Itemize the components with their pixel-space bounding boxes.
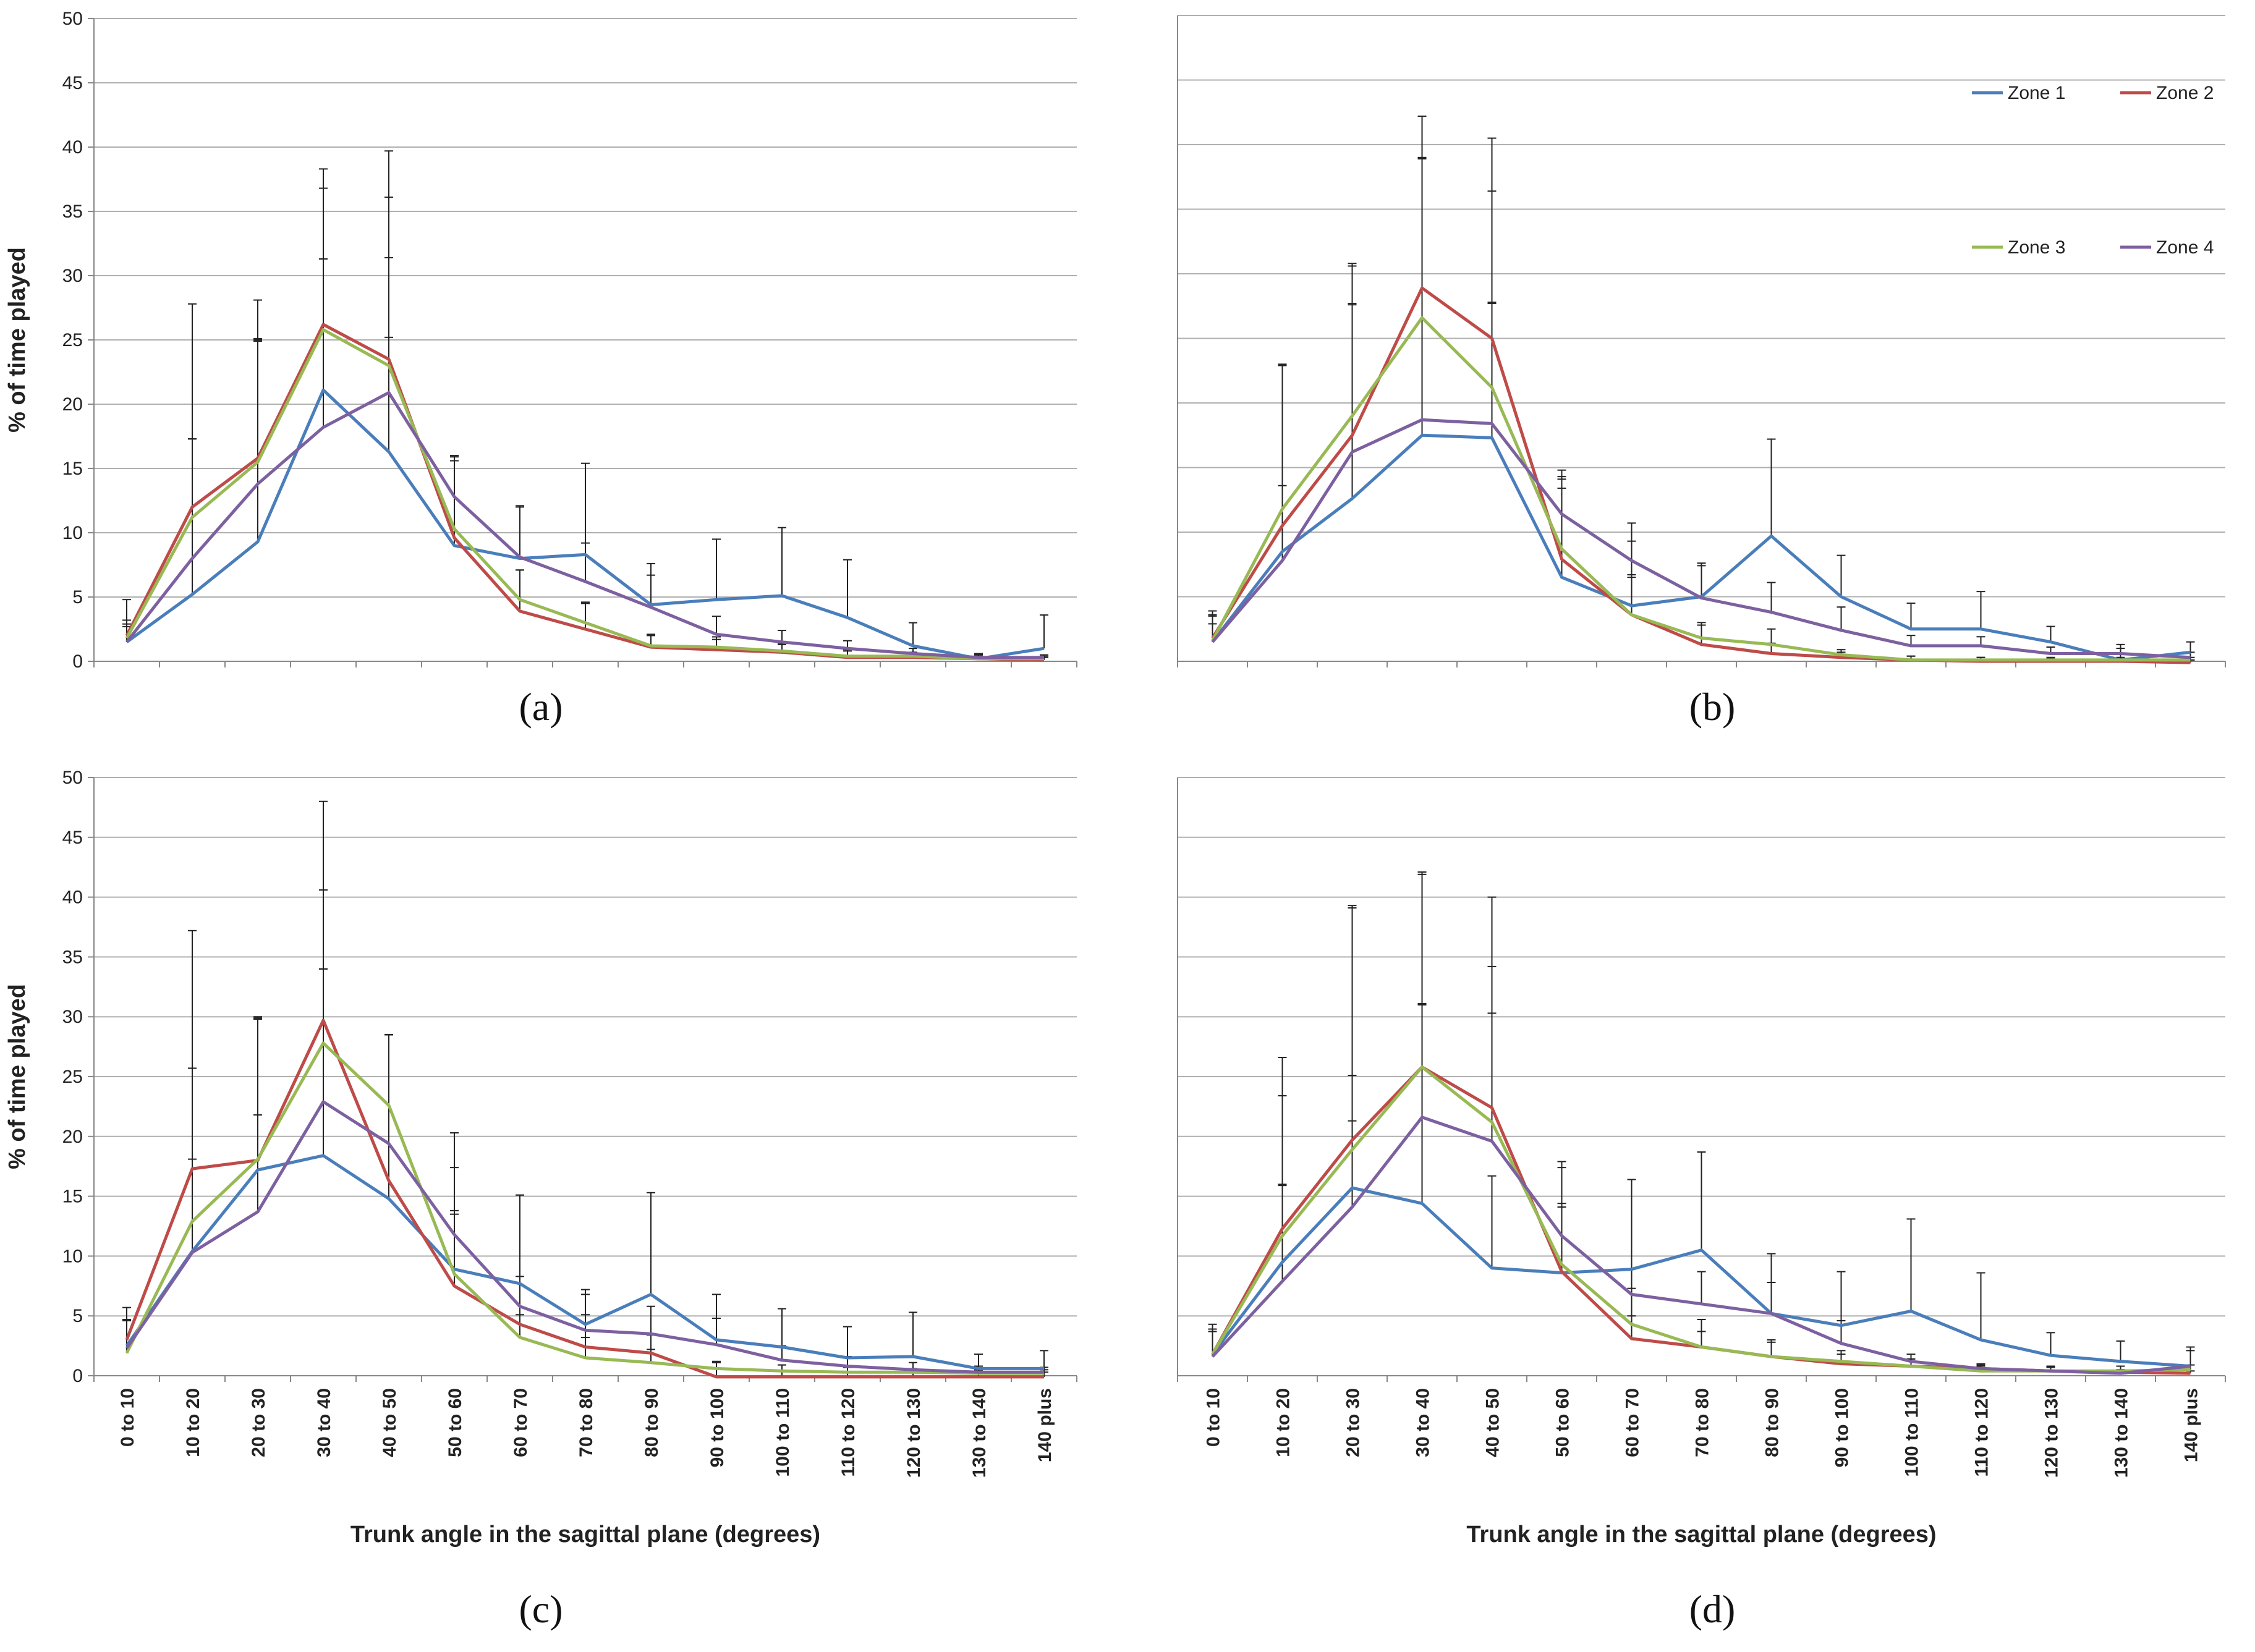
- y-tick-label: 10: [62, 523, 83, 543]
- x-tick-label: 20 to 30: [1343, 1388, 1364, 1457]
- x-tick-label: 100 to 110: [1902, 1388, 1922, 1476]
- x-tick-label: 10 to 20: [183, 1388, 203, 1457]
- series-line-zone-4: [125, 1100, 1044, 1374]
- legend-label: Zone 3: [2008, 237, 2065, 258]
- panel-label: (d): [1689, 1587, 1736, 1631]
- y-tick-label: 25: [62, 1067, 83, 1087]
- x-tick-label: 60 to 70: [1623, 1388, 1643, 1457]
- x-tick-label: 80 to 90: [1762, 1388, 1783, 1457]
- x-tick-label: 50 to 60: [445, 1388, 465, 1457]
- panel-c: 0 5 10 15 20 25 30 35 40 45 50 0 to 10 10 to 20 20 to…: [4, 768, 1077, 1631]
- y-tick-label: 5: [72, 587, 83, 608]
- x-tick-label: 10 to 20: [1273, 1388, 1294, 1457]
- x-tick-label: 0 to 10: [117, 1388, 138, 1447]
- y-tick-label: 10: [62, 1246, 83, 1266]
- y-tick-label: 35: [62, 201, 83, 222]
- x-tick-label: 130 to 140: [2112, 1388, 2132, 1478]
- x-tick-label: 0 to 10: [1204, 1388, 1224, 1447]
- panel-a: 0 5 10 15 20 25 30 35 40 45 50 % of time played (a): [4, 9, 1077, 729]
- y-axis-title: % of time played: [4, 247, 30, 433]
- legend-label: Zone 1: [2008, 83, 2065, 103]
- y-axis-title: % of time played: [4, 984, 30, 1169]
- x-tick-label: 140 plus: [1035, 1388, 1055, 1462]
- y-tick-label: 40: [62, 887, 83, 908]
- x-tick-label: 120 to 130: [2042, 1388, 2062, 1478]
- series-line-zone-3: [1211, 316, 2191, 662]
- x-tick-label: 140 plus: [2181, 1388, 2202, 1462]
- y-tick-label: 50: [62, 768, 83, 788]
- y-tick-label: 30: [62, 266, 83, 286]
- x-tick-label: 110 to 120: [838, 1388, 859, 1476]
- panel-label: (c): [519, 1587, 563, 1631]
- x-tick-label: 90 to 100: [1832, 1388, 1853, 1467]
- x-tick-label: 30 to 40: [1413, 1388, 1433, 1457]
- series-line-zone-4: [1211, 1116, 2191, 1375]
- y-tick-label: 30: [62, 1007, 83, 1027]
- y-tick-label: 0: [72, 1366, 83, 1386]
- x-tick-label: 70 to 80: [1692, 1388, 1713, 1457]
- panel-label: (b): [1689, 685, 1736, 729]
- x-tick-label: 80 to 90: [642, 1388, 662, 1457]
- y-tick-label: 20: [62, 394, 83, 415]
- legend: Zone 1 Zone 2 Zone 3 Zone 4: [1972, 83, 2214, 258]
- legend-label: Zone 4: [2156, 237, 2214, 258]
- y-tick-label: 50: [62, 9, 83, 29]
- series-line-zone-4: [1211, 418, 2191, 659]
- x-tick-label: 40 to 50: [1483, 1388, 1503, 1457]
- series-line-zone-2: [125, 1019, 1044, 1379]
- x-tick-label: 120 to 130: [904, 1388, 924, 1478]
- series-line-zone-3: [125, 1041, 1044, 1375]
- x-tick-label: 50 to 60: [1553, 1388, 1573, 1457]
- panel-label: (a): [519, 685, 563, 729]
- x-tick-label: 30 to 40: [314, 1388, 334, 1457]
- y-tick-label: 5: [72, 1306, 83, 1326]
- x-tick-label: 130 to 140: [969, 1388, 990, 1478]
- x-tick-label: 90 to 100: [707, 1388, 728, 1467]
- y-tick-label: 35: [62, 947, 83, 967]
- series-line-zone-1: [125, 388, 1045, 661]
- y-tick-label: 15: [62, 1187, 83, 1207]
- x-tick-label: 40 to 50: [380, 1388, 400, 1457]
- series-line-zone-1: [1211, 1186, 2191, 1368]
- y-tick-label: 40: [62, 137, 83, 158]
- panel-b: (b) Zone 1 Zone 2 Zone 3 Zone 4: [1177, 15, 2226, 729]
- x-tick-label: 100 to 110: [773, 1388, 793, 1476]
- x-axis-title: Trunk angle in the sagittal plane (degre…: [1466, 1522, 1936, 1548]
- panel-d: 0 to 10 10 to 20 20 to 30 30 to 40 40 to 50 5…: [1177, 777, 2226, 1631]
- x-tick-label: 70 to 80: [576, 1388, 597, 1457]
- series-line-zone-3: [125, 328, 1044, 661]
- y-tick-label: 45: [62, 828, 83, 848]
- y-tick-label: 0: [72, 651, 83, 672]
- x-axis-title: Trunk angle in the sagittal plane (degre…: [350, 1522, 820, 1548]
- y-tick-label: 20: [62, 1127, 83, 1147]
- x-tick-label: 60 to 70: [511, 1388, 531, 1457]
- series-line-zone-4: [125, 391, 1044, 659]
- x-tick-label: 110 to 120: [1972, 1388, 1992, 1476]
- y-tick-label: 15: [62, 459, 83, 479]
- x-tick-label: 20 to 30: [248, 1388, 269, 1457]
- y-tick-label: 25: [62, 330, 83, 350]
- series-line-zone-1: [125, 1154, 1044, 1370]
- y-tick-label: 45: [62, 73, 83, 93]
- legend-label: Zone 2: [2156, 83, 2214, 103]
